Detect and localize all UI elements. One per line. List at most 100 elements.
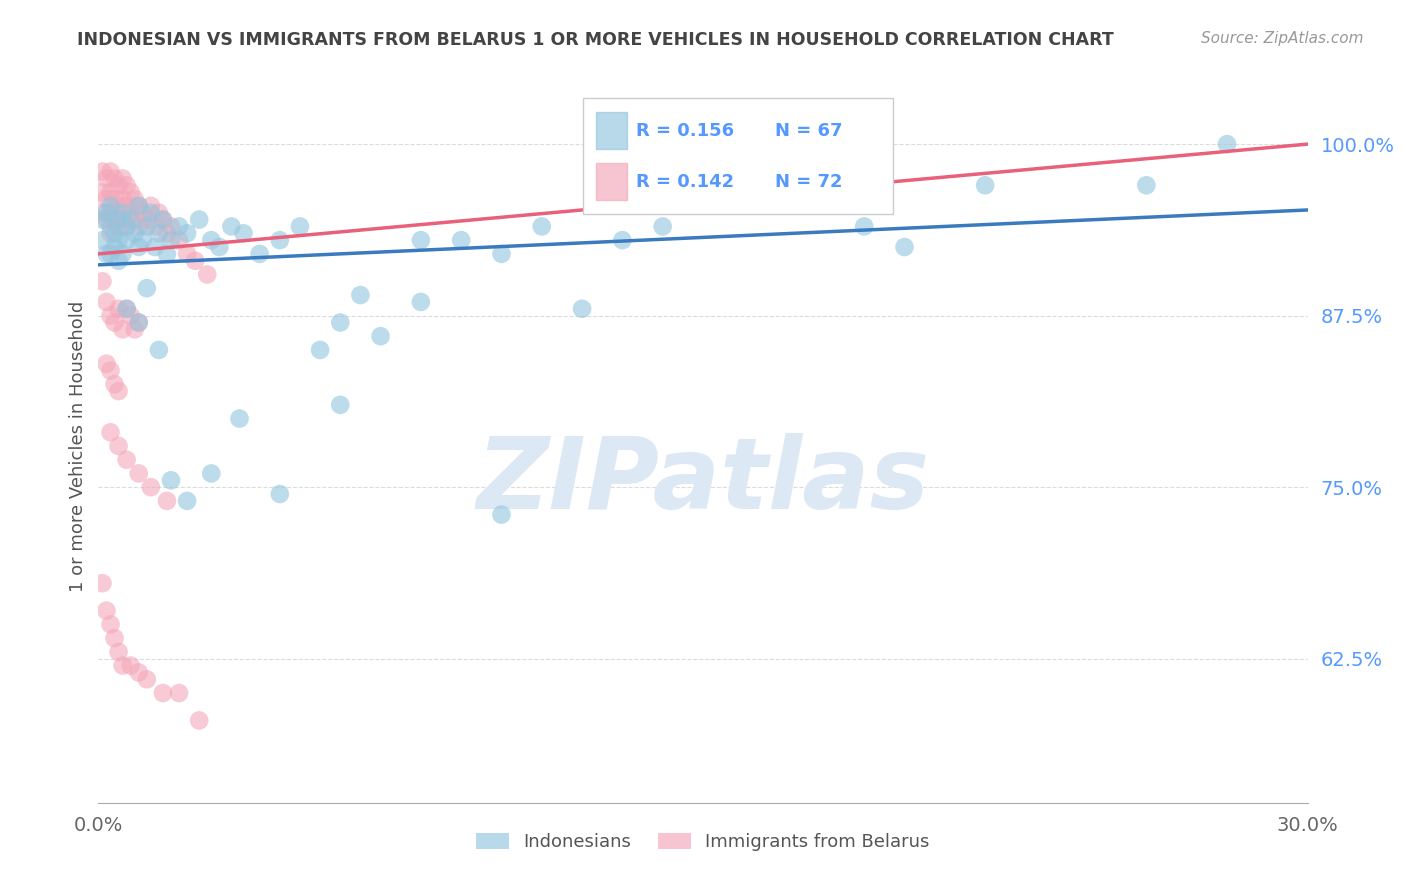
Point	[103, 316, 125, 330]
Point	[115, 219, 138, 234]
Point	[370, 329, 392, 343]
Point	[91, 212, 114, 227]
Point	[152, 212, 174, 227]
Point	[143, 219, 166, 234]
Point	[91, 576, 114, 591]
Point	[249, 247, 271, 261]
Point	[733, 164, 755, 178]
Text: ZIPatlas: ZIPatlas	[477, 434, 929, 530]
Point	[107, 199, 129, 213]
Point	[111, 212, 134, 227]
Point	[893, 240, 915, 254]
Point	[200, 467, 222, 481]
Text: N = 72: N = 72	[775, 173, 842, 191]
Point	[176, 247, 198, 261]
Point	[329, 316, 352, 330]
Point	[128, 665, 150, 680]
Point	[160, 219, 183, 234]
Point	[188, 714, 211, 728]
Point	[152, 212, 174, 227]
Point	[100, 425, 122, 440]
Point	[96, 171, 118, 186]
Point	[135, 673, 157, 687]
Point	[156, 227, 179, 241]
Point	[91, 274, 114, 288]
Point	[132, 233, 155, 247]
Point	[103, 192, 125, 206]
Point	[156, 247, 179, 261]
Point	[176, 494, 198, 508]
Point	[107, 439, 129, 453]
Point	[91, 205, 114, 219]
Point	[100, 199, 122, 213]
Point	[651, 219, 673, 234]
Point	[120, 185, 142, 199]
Point	[450, 233, 472, 247]
Point	[107, 384, 129, 398]
Point	[491, 247, 513, 261]
Point	[100, 227, 122, 241]
Point	[91, 233, 114, 247]
Point	[91, 164, 114, 178]
Text: R = 0.142: R = 0.142	[636, 173, 734, 191]
Point	[195, 268, 218, 282]
Point	[156, 494, 179, 508]
Point	[103, 631, 125, 645]
Point	[120, 309, 142, 323]
Point	[107, 253, 129, 268]
Point	[135, 219, 157, 234]
Point	[100, 617, 122, 632]
Text: Source: ZipAtlas.com: Source: ZipAtlas.com	[1201, 31, 1364, 46]
Point	[96, 192, 118, 206]
Point	[115, 199, 138, 213]
Point	[128, 219, 150, 234]
Point	[115, 452, 138, 467]
Point	[124, 212, 146, 227]
Point	[120, 658, 142, 673]
Point	[167, 233, 190, 247]
Point	[128, 199, 150, 213]
Point	[100, 164, 122, 178]
Point	[96, 205, 118, 219]
Point	[128, 467, 150, 481]
Point	[228, 411, 250, 425]
Point	[200, 233, 222, 247]
Point	[96, 294, 118, 309]
Point	[107, 645, 129, 659]
Point	[269, 233, 291, 247]
Point	[176, 227, 198, 241]
Point	[1216, 137, 1239, 152]
Point	[103, 240, 125, 254]
Point	[124, 322, 146, 336]
Point	[139, 480, 162, 494]
Point	[96, 604, 118, 618]
Point	[100, 247, 122, 261]
Point	[115, 178, 138, 193]
Point	[409, 233, 432, 247]
Point	[208, 240, 231, 254]
Point	[111, 192, 134, 206]
Point	[269, 487, 291, 501]
Point	[288, 219, 311, 234]
Point	[148, 343, 170, 357]
Point	[1135, 178, 1157, 193]
Point	[111, 247, 134, 261]
Point	[100, 185, 122, 199]
Point	[107, 212, 129, 227]
Point	[100, 219, 122, 234]
Point	[148, 205, 170, 219]
Point	[232, 227, 254, 241]
Point	[184, 253, 207, 268]
Point	[491, 508, 513, 522]
Point	[115, 219, 138, 234]
Point	[111, 658, 134, 673]
Point	[103, 377, 125, 392]
Point	[107, 178, 129, 193]
Point	[349, 288, 371, 302]
Point	[115, 301, 138, 316]
Point	[221, 219, 243, 234]
Point	[115, 233, 138, 247]
Point	[160, 233, 183, 247]
Legend: Indonesians, Immigrants from Belarus: Indonesians, Immigrants from Belarus	[470, 825, 936, 858]
Point	[111, 171, 134, 186]
